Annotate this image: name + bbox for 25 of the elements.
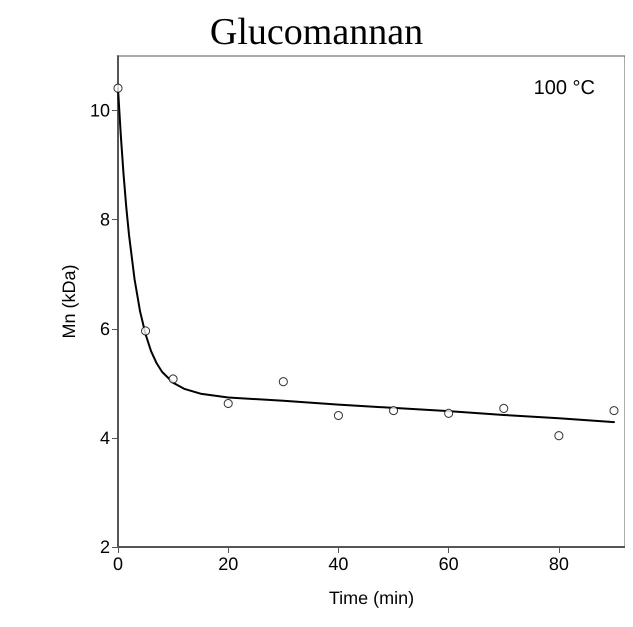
y-tick-label: 4 [100, 428, 110, 448]
x-tick-label: 80 [548, 554, 569, 574]
x-tick-label: 20 [218, 554, 238, 574]
x-axis-title: Time (min) [328, 588, 414, 608]
chart-title: Glucomannan [210, 11, 424, 53]
y-tick-label: 10 [90, 100, 110, 121]
x-tick-label: 40 [328, 554, 348, 574]
point [444, 408, 454, 418]
point [278, 377, 288, 386]
point [224, 399, 233, 408]
point [334, 411, 343, 420]
point [114, 84, 122, 93]
point [554, 431, 564, 440]
point [168, 374, 178, 384]
point [141, 326, 150, 336]
x-tick-label: 60 [438, 554, 459, 574]
x-tick-label: 0 [112, 554, 124, 574]
point [609, 406, 618, 416]
y-tick-label: 2 [100, 537, 110, 557]
annotation: 100 °C [534, 77, 596, 99]
y-tick-label: 6 [100, 318, 110, 339]
y-tick-label: 8 [100, 210, 110, 230]
y-axis-title: Mn (kDa) [59, 264, 79, 339]
point [389, 406, 398, 416]
point [499, 404, 508, 413]
